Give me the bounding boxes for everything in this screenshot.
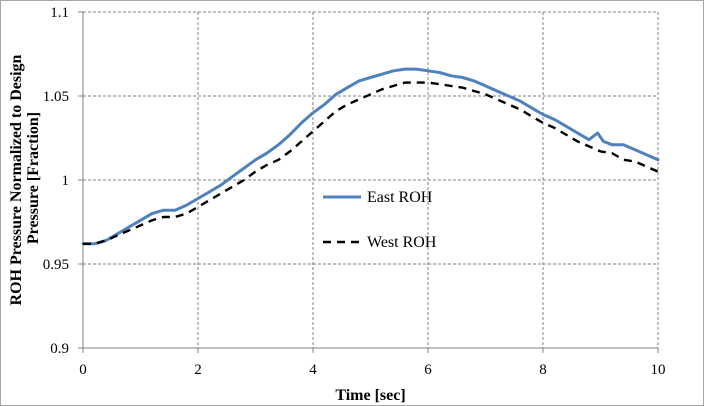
y-tick-label: 0.95 <box>43 257 69 273</box>
y-axis-title: ROH Pressure Normalized to Design Pressu… <box>8 51 42 306</box>
x-tick-label: 10 <box>651 362 666 378</box>
series-line-west-roh <box>83 81 659 246</box>
axes <box>78 11 659 353</box>
series-lines <box>81 67 660 246</box>
y-tick-label: 1.1 <box>50 5 69 21</box>
y-axis-title-line-2: Pressure [Fraction] <box>25 112 42 244</box>
legend-label: West ROH <box>367 234 437 251</box>
y-tick-label: 1.05 <box>43 89 69 105</box>
legend-label: East ROH <box>367 189 433 206</box>
legend: East ROH West ROH <box>323 189 437 251</box>
tick-labels: 0.9 0.95 1 1.05 1.1 0 2 4 6 8 10 <box>43 5 666 378</box>
x-tick-label: 6 <box>424 362 432 378</box>
series-line-east-roh <box>81 67 660 246</box>
y-tick-label: 0.9 <box>50 341 69 357</box>
x-axis-title: Time [sec] <box>335 387 405 404</box>
y-tick-label: 1 <box>62 173 70 189</box>
x-tick-label: 8 <box>539 362 547 378</box>
x-tick-label: 0 <box>79 362 87 378</box>
x-tick-label: 2 <box>194 362 202 378</box>
y-axis-title-line-1: ROH Pressure Normalized to Design <box>8 54 25 305</box>
grid <box>83 11 659 348</box>
x-tick-label: 4 <box>309 362 317 378</box>
